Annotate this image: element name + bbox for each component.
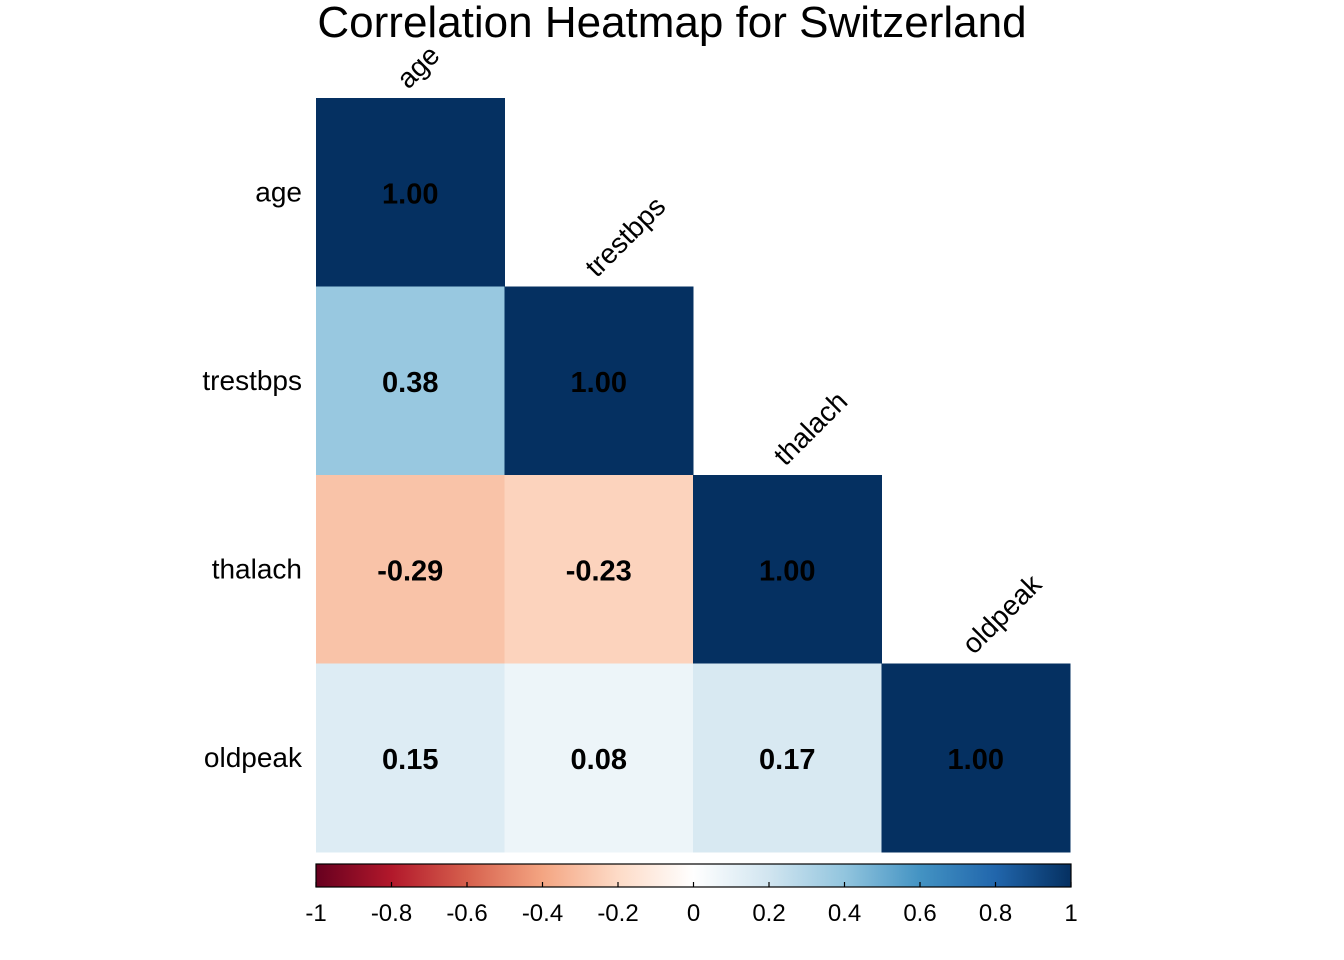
cell-value-label-trestbps-age: 0.38 (382, 367, 438, 399)
colorbar-tick-label-7: 0.4 (828, 900, 861, 927)
cell-value-label-thalach-thalach: 1.00 (759, 555, 815, 587)
heatmap-cell-oldpeak-oldpeak (881, 663, 1071, 853)
colorbar-tick-label-9: 0.8 (979, 900, 1012, 927)
heatmap-cell-thalach-trestbps (504, 475, 694, 665)
column-label-thalach: thalach (768, 385, 854, 471)
heatmap-cell-oldpeak-age (316, 663, 506, 853)
heatmap-cell-age-age (316, 98, 506, 288)
colorbar-tick-label-6: 0.2 (752, 900, 785, 927)
colorbar-tick-label-4: -0.2 (597, 900, 638, 927)
colorbar-tick-label-3: -0.4 (522, 900, 563, 927)
heatmap-cell-trestbps-trestbps (504, 286, 694, 476)
cell-value-label-age-age: 1.00 (382, 178, 438, 210)
cell-value-label-trestbps-trestbps: 1.00 (571, 367, 627, 399)
colorbar-tick-label-5: 0 (687, 900, 700, 927)
colorbar-tick-label-0: -1 (305, 900, 326, 927)
cell-value-label-oldpeak-thalach: 0.17 (759, 744, 815, 776)
heatmap-cell-thalach-age (316, 475, 506, 665)
colorbar-tick-label-8: 0.6 (903, 900, 936, 927)
cell-value-label-oldpeak-trestbps: 0.08 (571, 744, 627, 776)
cell-value-label-thalach-age: -0.29 (377, 555, 443, 587)
colorbar-tick-label-10: 1 (1064, 900, 1077, 927)
cell-value-label-thalach-trestbps: -0.23 (566, 555, 632, 587)
column-label-trestbps: trestbps (579, 190, 671, 282)
colorbar-tick-label-2: -0.6 (446, 900, 487, 927)
cell-value-label-oldpeak-age: 0.15 (382, 744, 438, 776)
column-label-age: age (391, 39, 446, 94)
heatmap-cell-trestbps-age (316, 286, 506, 476)
cell-value-label-oldpeak-oldpeak: 1.00 (948, 744, 1004, 776)
heatmap-cell-thalach-thalach (693, 475, 883, 665)
row-label-thalach: thalach (212, 553, 302, 584)
row-label-oldpeak: oldpeak (204, 742, 303, 773)
row-label-trestbps: trestbps (202, 365, 302, 396)
column-label-oldpeak: oldpeak (956, 568, 1048, 660)
heatmap-cell-oldpeak-trestbps (504, 663, 694, 853)
row-label-age: age (255, 176, 302, 207)
heatmap-cell-oldpeak-thalach (693, 663, 883, 853)
chart-title: Correlation Heatmap for Switzerland (317, 0, 1027, 47)
colorbar-tick-label-1: -0.8 (371, 900, 412, 927)
